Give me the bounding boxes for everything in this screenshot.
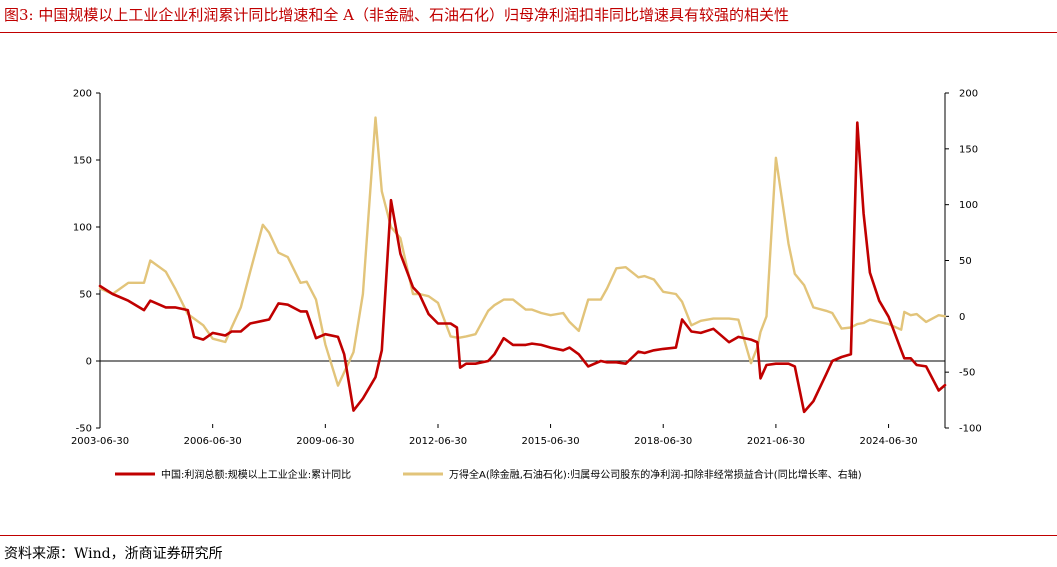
left-y-tick-label: 150 bbox=[73, 156, 92, 167]
source-note: 资料来源：Wind，浙商证券研究所 bbox=[4, 546, 223, 562]
source-rule bbox=[0, 535, 1057, 536]
right-y-tick-label: 200 bbox=[959, 89, 978, 100]
right-y-tick-label: 100 bbox=[959, 200, 978, 211]
x-tick-label: 2012-06-30 bbox=[409, 436, 467, 447]
right-y-tick-label: -100 bbox=[959, 424, 982, 435]
right-y-tick-label: -50 bbox=[959, 368, 975, 379]
x-tick-label: 2009-06-30 bbox=[296, 436, 354, 447]
x-tick-label: 2018-06-30 bbox=[634, 436, 692, 447]
title-rule bbox=[0, 32, 1057, 33]
chart-plot-area bbox=[98, 116, 947, 414]
x-tick-label: 2021-06-30 bbox=[747, 436, 805, 447]
legend-label-1: 中国:利润总额:规模以上工业企业:累计同比 bbox=[161, 468, 351, 481]
figure-title: 图3: 中国规模以上工业企业利润累计同比增速和全 A（非金融、石油石化）归母净利… bbox=[4, 6, 789, 24]
series-line-wind-all-a-profit bbox=[98, 116, 947, 387]
series-line-industrial-profit bbox=[98, 121, 947, 414]
right-y-tick-label: 0 bbox=[959, 312, 965, 323]
x-tick-label: 2024-06-30 bbox=[860, 436, 918, 447]
left-y-tick-label: 0 bbox=[86, 357, 92, 368]
left-y-tick-label: -50 bbox=[76, 424, 92, 435]
chart-axes: 200 150 100 50 0 -50 200 150 100 50 0 -50 -100 2003-0… bbox=[71, 89, 982, 448]
right-y-tick-label: 150 bbox=[959, 144, 978, 155]
line-chart: 200 150 100 50 0 -50 200 150 100 50 0 -50 -100 2003-0… bbox=[71, 89, 982, 482]
x-tick-label: 2006-06-30 bbox=[184, 436, 242, 447]
left-y-tick-label: 50 bbox=[79, 290, 92, 301]
x-tick-label: 2003-06-30 bbox=[71, 436, 129, 447]
right-y-tick-label: 50 bbox=[959, 256, 972, 267]
left-y-tick-label: 200 bbox=[73, 89, 92, 100]
left-y-tick-label: 100 bbox=[73, 223, 92, 234]
chart-legend: 中国:利润总额:规模以上工业企业:累计同比 万得全A(除金融,石油石化):归属母公… bbox=[115, 468, 862, 481]
legend-label-2: 万得全A(除金融,石油石化):归属母公司股东的净利润-扣除非经常损益合计(同比增… bbox=[449, 468, 862, 481]
x-tick-label: 2015-06-30 bbox=[522, 436, 580, 447]
